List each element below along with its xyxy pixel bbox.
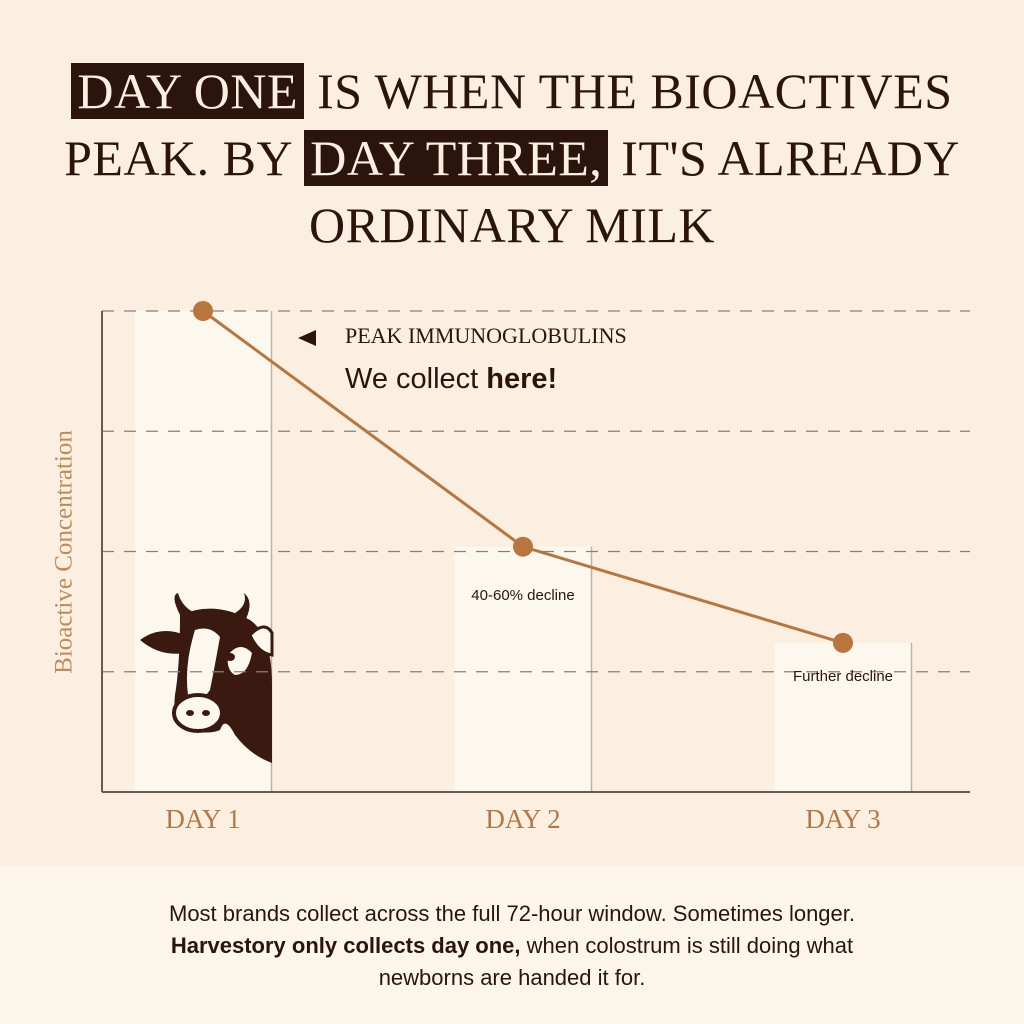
chart: DAY 1 DAY 2 DAY 3 Bioactive Concentration PE… <box>51 301 970 834</box>
footer: Most brands collect across the full 72-h… <box>0 866 1024 1024</box>
footer-text: Most brands collect across the full 72-h… <box>169 901 855 926</box>
cow-illustration <box>140 593 274 763</box>
arrow-icon <box>298 330 316 346</box>
annotation-callout: We collect here! <box>345 363 557 395</box>
footer-line: Harvestory only collects day one, when c… <box>0 930 1024 962</box>
y-axis-label: Bioactive Concentration <box>51 430 78 674</box>
title-text: IT'S ALREADY <box>608 130 960 186</box>
bar <box>454 546 592 792</box>
title-highlight: DAY THREE, <box>304 130 609 186</box>
x-tick-label: DAY 1 <box>165 804 240 834</box>
title-line: DAY ONE IS WHEN THE BIOACTIVES <box>0 58 1024 125</box>
bar-note: 40-60% decline <box>471 587 574 604</box>
point <box>193 301 213 321</box>
bar <box>774 642 912 792</box>
x-tick-label: DAY 2 <box>485 804 560 834</box>
point <box>513 536 533 557</box>
bar-note: Further decline <box>793 668 893 685</box>
title-text: ORDINARY MILK <box>308 197 716 253</box>
annotation-bold: here! <box>486 363 557 395</box>
title: DAY ONE IS WHEN THE BIOACTIVES PEAK. BY D… <box>0 58 1024 259</box>
annotation-text: We collect <box>345 363 478 395</box>
footer-text: when colostrum is still doing what <box>520 933 854 958</box>
title-highlight: DAY ONE <box>71 63 305 119</box>
title-line: ORDINARY MILK <box>0 192 1024 259</box>
title-text: IS WHEN THE BIOACTIVES <box>304 63 953 119</box>
footer-line: Most brands collect across the full 72-h… <box>0 898 1024 930</box>
footer-line: newborns are handed it for. <box>0 962 1024 994</box>
annotation-label: PEAK IMMUNOGLOBULINS <box>345 323 627 348</box>
point <box>833 632 853 653</box>
footer-bold: Harvestory only collects day one, <box>170 933 521 958</box>
title-text: PEAK. BY <box>64 130 305 186</box>
x-tick-label: DAY 3 <box>805 804 880 834</box>
footer-text: newborns are handed it for. <box>378 965 646 990</box>
title-line: PEAK. BY DAY THREE, IT'S ALREADY <box>0 125 1024 192</box>
